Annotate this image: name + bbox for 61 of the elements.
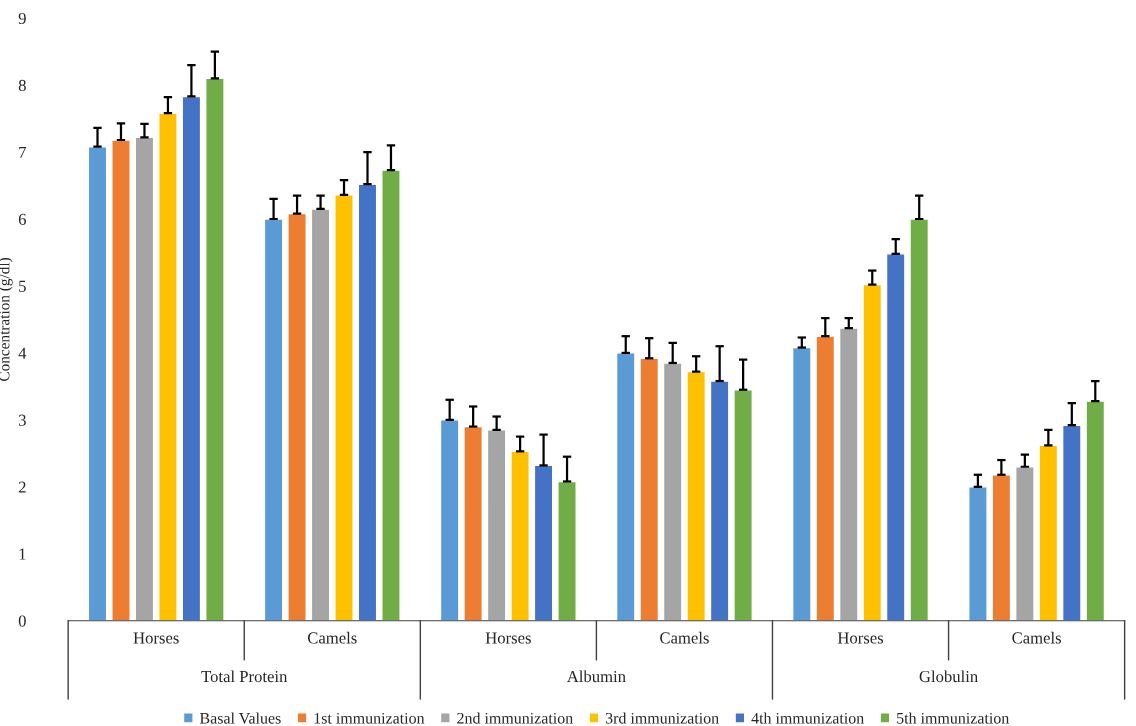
- text: Total Protein: [201, 670, 288, 683]
- y-tick-label: 2: [18, 481, 26, 493]
- bar: [310, 208, 331, 621]
- bar: [111, 139, 131, 621]
- bar: [263, 218, 284, 621]
- bar: [510, 450, 530, 621]
- y-tick-label: 8: [18, 79, 26, 92]
- bar: [381, 169, 401, 621]
- bar: [557, 480, 577, 621]
- bar: [205, 77, 225, 621]
- bar: [1061, 424, 1082, 621]
- y-tick-label: 3: [18, 414, 26, 426]
- bar: [287, 212, 307, 621]
- bar: [439, 419, 460, 621]
- bar: [334, 194, 354, 621]
- bar: [1038, 444, 1059, 621]
- legend-label: Basal Values: [199, 712, 281, 724]
- bar: [463, 425, 483, 621]
- y-tick-label: 7: [19, 146, 27, 158]
- bar: [885, 253, 906, 621]
- x-tick-label: Camels: [1012, 631, 1061, 644]
- legend-label: 1st immunization: [314, 712, 425, 724]
- text: Globulin: [919, 670, 978, 683]
- text: Albumin: [566, 670, 626, 683]
- bar: [709, 380, 730, 621]
- bar: [533, 464, 554, 621]
- legend-label: 5th immunization: [897, 712, 1010, 724]
- y-tick-label: 9: [18, 12, 26, 25]
- y-tick-label: 1: [19, 548, 26, 560]
- bar: [615, 352, 636, 621]
- y-tick-label: 6: [18, 213, 26, 225]
- legend-label: 2nd immunization: [457, 712, 573, 724]
- x-tick-label: Camels: [307, 631, 357, 644]
- bar: [968, 486, 988, 621]
- x-tick-label: Horses: [837, 632, 884, 644]
- bar: [1015, 466, 1035, 621]
- legend-label: 3rd immunization: [605, 712, 719, 724]
- bar: [791, 346, 812, 621]
- bar: [686, 370, 707, 621]
- bar: [181, 95, 202, 621]
- bar: [134, 136, 155, 621]
- bar: [1085, 400, 1106, 621]
- x-tick-label: Camels: [660, 631, 709, 644]
- bar: [733, 389, 753, 621]
- bar: [909, 218, 930, 621]
- x-tick-label: Horses: [133, 632, 179, 644]
- legend-label: 4th immunization: [751, 712, 864, 724]
- bar: [862, 283, 883, 621]
- bar: [486, 429, 507, 621]
- y-tick-label: 0: [18, 615, 26, 627]
- bar: [815, 335, 836, 621]
- y-tick-label: 4: [18, 347, 27, 359]
- bar: [991, 474, 1012, 621]
- bar: [662, 362, 683, 621]
- bar: [838, 327, 859, 621]
- bar: [158, 112, 178, 621]
- x-tick-label: Horses: [485, 632, 531, 644]
- bar: [639, 357, 660, 621]
- bar: [357, 183, 378, 621]
- bar: [87, 146, 108, 621]
- y-tick-label: 5: [19, 280, 26, 292]
